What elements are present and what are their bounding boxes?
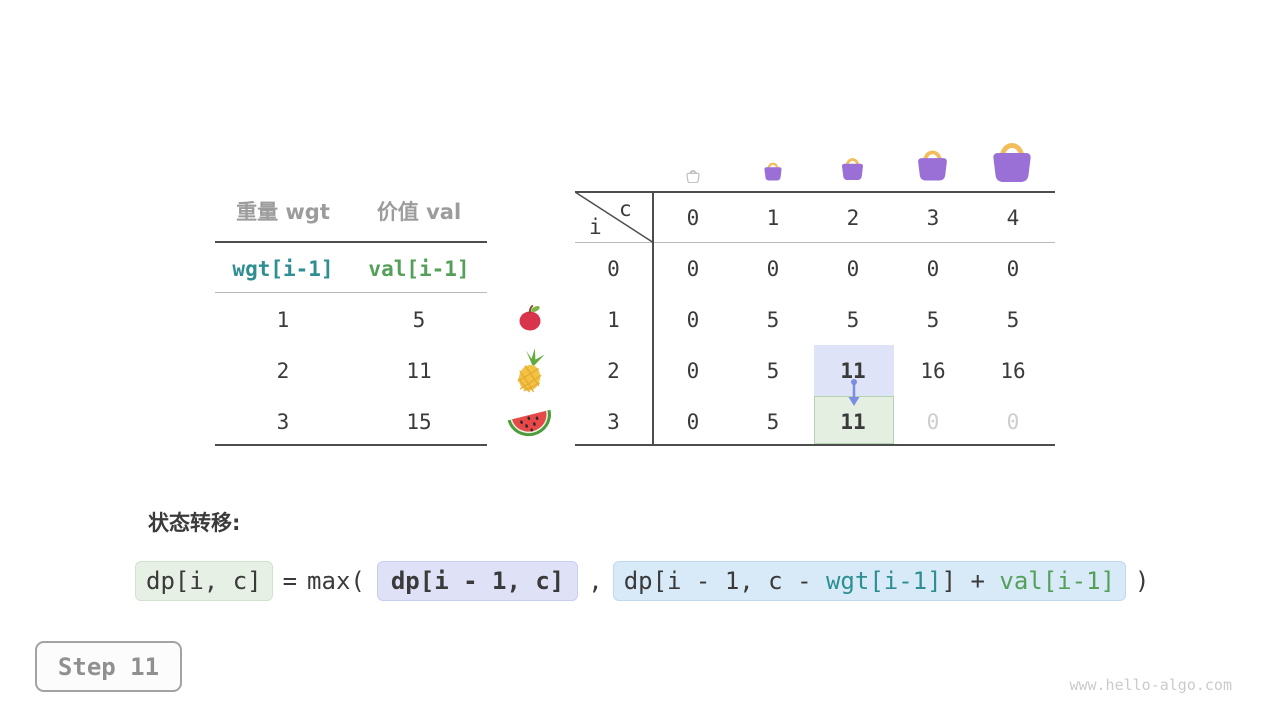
- weight-column-header: 重量 wgt: [236, 200, 330, 224]
- formula-lhs: dp[i, c]: [135, 561, 273, 601]
- item1-weight: 1: [276, 308, 290, 332]
- col-header-3: 3: [926, 206, 940, 230]
- apple-icon: [519, 305, 541, 331]
- dp-table-vertical-rule: [652, 191, 654, 446]
- dp-cell-0-2: 0: [846, 257, 860, 281]
- bag-icon-capacity-3: [918, 150, 947, 181]
- dp-row-0: 0 0 0 0 0: [653, 255, 1053, 283]
- dp-row-1: 0 5 5 5 5: [653, 306, 1053, 334]
- item-table-header: 重量 wgt 价值 val: [215, 197, 487, 227]
- formula-comma: ,: [588, 567, 603, 595]
- step-badge-label: Step 11: [57, 652, 160, 681]
- dp-cell-2-0: 0: [686, 359, 700, 383]
- bag-icon-capacity-4: [993, 143, 1031, 182]
- dp-table-bottom-rule: [575, 444, 1055, 446]
- dp-table-top-rule: [575, 191, 1055, 193]
- item-row-1: 1 5: [215, 306, 487, 334]
- dp-cell-0-3: 0: [926, 257, 940, 281]
- dp-cell-0-0: 0: [686, 257, 700, 281]
- item-table-mid-rule: [215, 292, 487, 293]
- state-transition-formula: dp[i, c] = max( dp[i - 1, c] , dp[i - 1,…: [135, 560, 1149, 602]
- bag-icon-capacity-1: [764, 162, 782, 181]
- step-badge: Step 11: [35, 641, 182, 692]
- dp-table-header-rule: [575, 242, 1055, 243]
- val-array-label: val[i-1]: [368, 257, 470, 281]
- dp-cell-2-2: 11: [840, 359, 866, 383]
- dp-cell-3-4: 0: [1006, 410, 1020, 434]
- col-header-2: 2: [846, 206, 860, 230]
- dp-cell-0-1: 0: [766, 257, 780, 281]
- item-table-subheader: wgt[i-1] val[i-1]: [215, 255, 487, 283]
- watermark: www.hello-algo.com: [1069, 676, 1232, 694]
- corner-col-label: c: [619, 197, 632, 221]
- dp-cell-1-1: 5: [766, 308, 780, 332]
- col-header-0: 0: [686, 206, 700, 230]
- dp-cell-1-2: 5: [846, 308, 860, 332]
- bag-icon-capacity-2: [842, 158, 863, 180]
- dp-cell-3-1: 5: [766, 410, 780, 434]
- col-header-4: 4: [1006, 206, 1020, 230]
- formula-arg2-plus: ] +: [941, 567, 1000, 595]
- formula-equals: =: [282, 567, 298, 595]
- dp-cell-3-3: 0: [926, 410, 940, 434]
- dp-cell-1-0: 0: [686, 308, 700, 332]
- value-column-header: 价值 val: [376, 200, 462, 224]
- item-table-bottom-rule: [215, 444, 487, 446]
- formula-arg2: dp[i - 1, c - wgt[i-1]] + val[i-1]: [612, 561, 1126, 601]
- item1-value: 5: [412, 308, 426, 332]
- item-table-top-rule: [215, 241, 487, 243]
- dp-row-3: 0 5 11 0 0: [653, 408, 1053, 436]
- corner-row-label: i: [589, 215, 602, 239]
- formula-arg2-wgt: wgt[i-1]: [825, 567, 942, 595]
- formula-arg2-dp-part: dp[i - 1, c -: [623, 567, 826, 595]
- item2-value: 11: [406, 359, 432, 383]
- dp-cell-2-3: 16: [920, 359, 946, 383]
- row-header-2: 2: [607, 359, 620, 383]
- formula-max-open: max(: [307, 567, 365, 595]
- formula-arg1: dp[i - 1, c]: [376, 561, 579, 601]
- pineapple-icon: [517, 348, 545, 393]
- formula-arg2-val: val[i-1]: [999, 567, 1115, 595]
- dp-cell-1-3: 5: [926, 308, 940, 332]
- item3-value: 15: [406, 410, 432, 434]
- dp-cell-3-0: 0: [686, 410, 700, 434]
- dp-col-headers: 0 1 2 3 4: [653, 204, 1053, 232]
- item2-weight: 2: [276, 359, 290, 383]
- row-header-1: 1: [607, 308, 620, 332]
- dp-row-2: 0 5 11 16 16: [653, 357, 1053, 385]
- dp-cell-0-4: 0: [1006, 257, 1020, 281]
- empty-bag-icon: [686, 170, 700, 183]
- col-header-1: 1: [766, 206, 780, 230]
- down-arrow-icon: [848, 379, 860, 406]
- corner-diagonal-line: [575, 192, 654, 243]
- dp-cell-2-4: 16: [1000, 359, 1026, 383]
- item-row-3: 3 15: [215, 408, 487, 436]
- item3-weight: 3: [276, 410, 290, 434]
- dp-cell-3-2: 11: [840, 410, 866, 434]
- wgt-array-label: wgt[i-1]: [232, 257, 334, 281]
- dp-cell-1-4: 5: [1006, 308, 1020, 332]
- item-row-2: 2 11: [215, 357, 487, 385]
- dp-cell-2-1: 5: [766, 359, 780, 383]
- row-header-0: 0: [607, 257, 620, 281]
- state-transition-label: 状态转移:: [148, 511, 241, 535]
- row-header-3: 3: [607, 410, 620, 434]
- formula-close-paren: ): [1134, 567, 1150, 595]
- watermelon-icon: [507, 409, 551, 437]
